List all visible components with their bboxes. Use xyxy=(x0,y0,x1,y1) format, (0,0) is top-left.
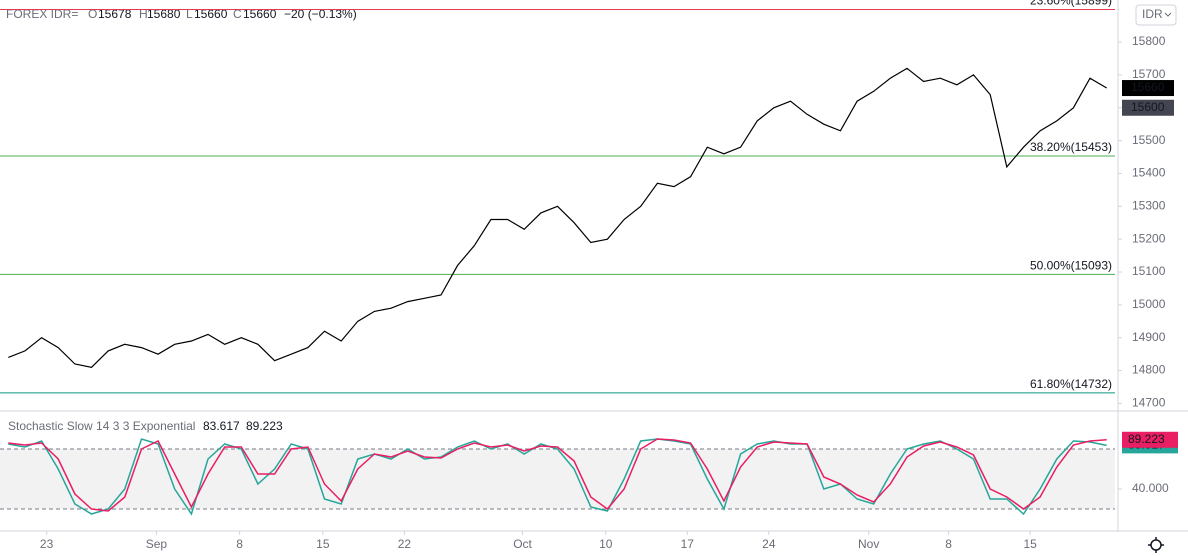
x-tick-label: Oct xyxy=(513,537,532,551)
x-tick-label: 10 xyxy=(599,537,613,551)
value-badge xyxy=(1122,431,1178,448)
fib-label: 38.20%(15453) xyxy=(1030,140,1112,154)
series-line xyxy=(8,438,1107,512)
price-badge xyxy=(1122,80,1174,97)
y-tick-label: 14700 xyxy=(1132,396,1166,410)
value-badge-label: 89.223 xyxy=(1128,432,1165,446)
currency[interactable]: IDR xyxy=(1142,7,1163,21)
currency-button[interactable]: IDR xyxy=(1135,4,1177,26)
y-tick-label: 15400 xyxy=(1132,166,1166,180)
x-tick-label: 15 xyxy=(1023,537,1037,551)
x-tick-label: 8 xyxy=(236,537,243,551)
x-tick-label: 22 xyxy=(398,537,412,551)
h-label: H xyxy=(139,7,148,21)
x-tick-label: 8 xyxy=(945,537,952,551)
x-tick-label: 17 xyxy=(681,537,695,551)
y-tick-label: 15200 xyxy=(1132,231,1166,245)
y-tick-label: 14800 xyxy=(1132,363,1166,377)
y-tick-label: 15100 xyxy=(1132,264,1166,278)
price-badge-label: 15660 xyxy=(1131,80,1165,94)
y-tick-label: 15500 xyxy=(1132,133,1166,147)
y-tick-label: 14900 xyxy=(1132,330,1166,344)
fib-label: 50.00%(15093) xyxy=(1030,258,1112,272)
legend-value: 83.617 xyxy=(203,419,240,433)
gear-teeth[interactable] xyxy=(1148,537,1164,553)
low: 15660 xyxy=(194,7,228,21)
high: 15680 xyxy=(147,7,181,21)
o-label: O xyxy=(88,7,97,21)
c-label: C xyxy=(233,7,242,21)
currency-box[interactable] xyxy=(1135,4,1177,26)
price-badge xyxy=(1122,99,1174,116)
x-tick-label: 23 xyxy=(40,537,54,551)
fib-label: 23.60%(15899) xyxy=(1030,0,1112,8)
x-tick-label: 24 xyxy=(762,537,776,551)
close: 15660 xyxy=(243,7,277,21)
y-tick-label: 15800 xyxy=(1132,34,1166,48)
fib-label: 61.80%(14732) xyxy=(1030,377,1112,391)
y-tick-label: 15000 xyxy=(1132,297,1166,311)
indicator-title: Stochastic Slow 14 3 3 Exponential xyxy=(8,419,195,433)
band-fill xyxy=(0,449,1115,509)
x-tick-label: Nov xyxy=(858,537,879,551)
open: 15678 xyxy=(98,7,132,21)
change: −20 (−0.13%) xyxy=(284,7,357,21)
series-line xyxy=(8,438,1107,516)
price-badge-label: 15600 xyxy=(1131,100,1165,114)
y-tick-label: 40.000 xyxy=(1132,481,1169,495)
y-tick-label: 15300 xyxy=(1132,198,1166,212)
settings-button[interactable] xyxy=(1148,537,1164,553)
x-tick-label: Sep xyxy=(146,537,168,551)
series-line xyxy=(8,67,1108,368)
x-tick-label: 15 xyxy=(316,537,330,551)
dropdown-arrow[interactable] xyxy=(1164,12,1172,17)
l-label: L xyxy=(186,7,193,21)
legend-value: 89.223 xyxy=(246,419,283,433)
symbol: FOREX IDR= xyxy=(6,7,78,21)
y-tick-label: 15700 xyxy=(1132,67,1166,81)
